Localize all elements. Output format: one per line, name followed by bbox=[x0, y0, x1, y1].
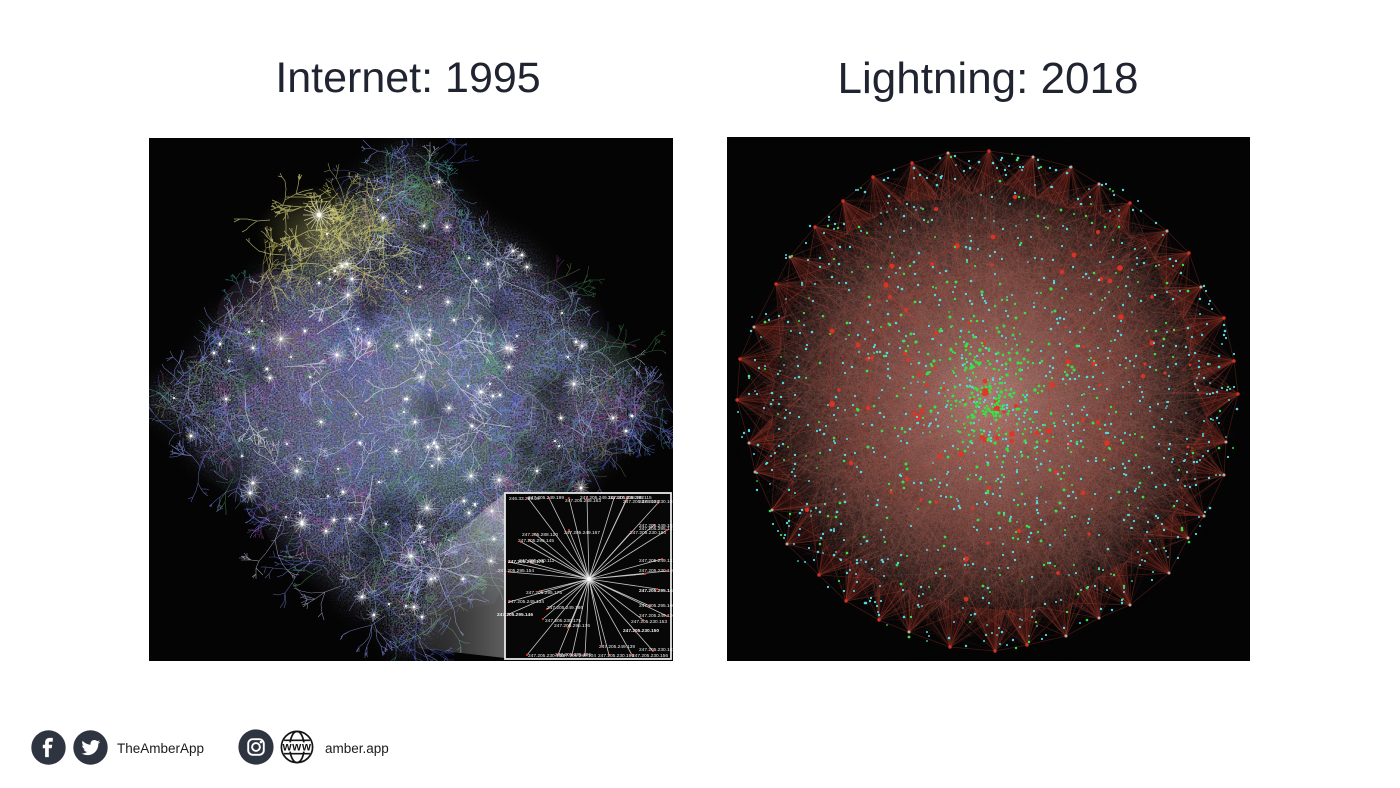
svg-text:247.205.295.196: 247.205.295.196 bbox=[555, 652, 591, 658]
svg-text:247.205.249.192: 247.205.249.192 bbox=[639, 523, 673, 529]
svg-text:247.205.288.192: 247.205.288.192 bbox=[608, 495, 644, 501]
svg-text:247.205.295.115: 247.205.295.115 bbox=[616, 495, 652, 501]
svg-text:247.205.288.120: 247.205.288.120 bbox=[522, 532, 558, 538]
svg-text:247.205.249.126: 247.205.249.126 bbox=[639, 613, 673, 619]
svg-text:247.205.230.194: 247.205.230.194 bbox=[598, 653, 634, 659]
svg-text:247.205.249.104: 247.205.249.104 bbox=[560, 653, 596, 659]
svg-text:247.205.295.175: 247.205.295.175 bbox=[526, 590, 562, 596]
svg-text:247.205.249.139: 247.205.249.139 bbox=[599, 644, 635, 650]
svg-text:247.205.295.148: 247.205.295.148 bbox=[639, 588, 673, 594]
svg-text:247.205.230.103: 247.205.230.103 bbox=[639, 499, 673, 505]
svg-text:247.205.288.139: 247.205.288.139 bbox=[623, 499, 659, 505]
svg-text:247.205.288.175: 247.205.288.175 bbox=[508, 559, 544, 565]
svg-text:247.205.230.175: 247.205.230.175 bbox=[545, 618, 581, 624]
svg-text:247.205.249.167: 247.205.249.167 bbox=[564, 530, 600, 536]
svg-text:247.205.295.160: 247.205.295.160 bbox=[639, 603, 673, 609]
svg-text:247.205.230.156: 247.205.230.156 bbox=[632, 653, 668, 659]
svg-text:247.205.230.136: 247.205.230.136 bbox=[528, 653, 564, 659]
svg-text:247.205.295.145: 247.205.295.145 bbox=[518, 538, 554, 544]
svg-text:246.33.299.29: 246.33.299.29 bbox=[509, 496, 540, 502]
svg-text:247.205.230.111: 247.205.230.111 bbox=[519, 558, 555, 564]
svg-text:247.205.249.134: 247.205.249.134 bbox=[508, 599, 544, 605]
svg-text:247.205.230.183: 247.205.230.183 bbox=[639, 647, 673, 653]
svg-text:247.205.249.131: 247.205.249.131 bbox=[639, 558, 673, 564]
svg-text:247.205.249.111: 247.205.249.111 bbox=[580, 495, 616, 501]
svg-text:247.205.295.146: 247.205.295.146 bbox=[497, 612, 533, 618]
svg-text:247.205.230.194: 247.205.230.194 bbox=[630, 530, 666, 536]
svg-text:247.205.295.131: 247.205.295.131 bbox=[639, 526, 673, 532]
svg-text:247.205.295.176: 247.205.295.176 bbox=[554, 623, 590, 629]
svg-text:247.205.249.186: 247.205.249.186 bbox=[547, 605, 583, 611]
svg-text:247.205.295.154: 247.205.295.154 bbox=[498, 568, 534, 574]
svg-text:247.205.249.199: 247.205.249.199 bbox=[528, 495, 564, 501]
svg-text:247.205.230.150: 247.205.230.150 bbox=[623, 628, 659, 634]
svg-text:www: www bbox=[282, 742, 312, 754]
svg-text:247.205.230.140: 247.205.230.140 bbox=[639, 568, 673, 574]
svg-text:247.205.288.163: 247.205.288.163 bbox=[565, 498, 601, 504]
svg-text:247.205.230.153: 247.205.230.153 bbox=[631, 619, 667, 625]
